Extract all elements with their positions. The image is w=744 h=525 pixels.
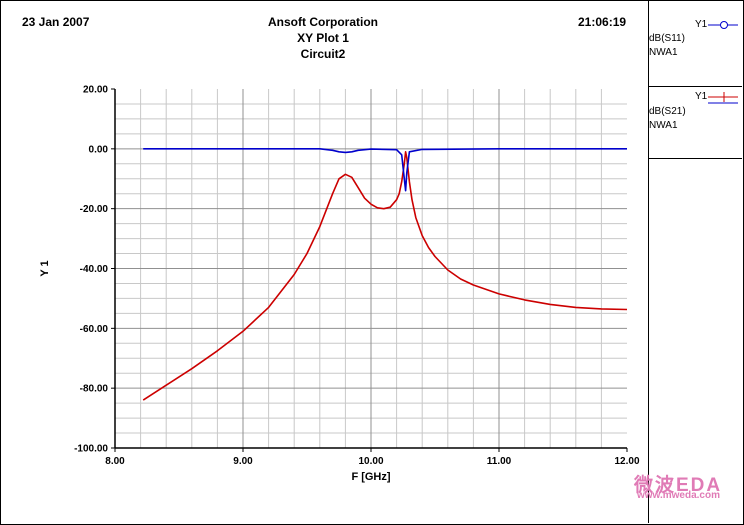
y-tick-label: -100.00 — [74, 444, 108, 455]
plot-title: XY Plot 1 — [297, 31, 349, 45]
y-tick-label: -40.00 — [80, 264, 109, 275]
circuit-name: Circuit2 — [300, 47, 346, 61]
y-tick-label: -20.00 — [80, 204, 109, 215]
company-name: Ansoft Corporation — [268, 15, 378, 29]
legend-axis: Y1 — [695, 91, 708, 102]
y-axis-label: Y 1 — [39, 260, 51, 276]
y-tick-label: -60.00 — [80, 324, 109, 335]
plot-time: 21:06:19 — [578, 15, 627, 29]
x-tick-label: 12.00 — [614, 456, 639, 467]
series-line-db-s21- — [142, 151, 628, 401]
legend-source: NWA1 — [649, 47, 678, 58]
plot-date: 23 Jan 2007 — [22, 15, 90, 29]
watermark-url: www.mweda.com — [637, 490, 720, 501]
y-tick-label: -80.00 — [80, 384, 109, 395]
x-axis-label: F [GHz] — [351, 471, 390, 483]
watermark-text: 微波EDA — [634, 475, 723, 496]
x-tick-label: 10.00 — [358, 456, 383, 467]
legend-trace-name: dB(S21) — [649, 106, 686, 117]
legend-trace-name: dB(S11) — [649, 33, 685, 44]
x-tick-label: 11.00 — [487, 456, 512, 467]
legend-divider — [648, 0, 649, 523]
y-tick-label: 20.00 — [83, 85, 108, 96]
y-tick-label: 0.00 — [89, 144, 109, 155]
legend-separator — [649, 158, 742, 159]
legend-axis: Y1 — [695, 19, 708, 30]
x-tick-label: 9.00 — [233, 456, 253, 467]
watermark-logo: 微波EDA www.mweda.com — [634, 470, 734, 504]
x-tick-label: 8.00 — [105, 456, 125, 467]
series-line-db-s11- — [143, 148, 627, 192]
legend-source: NWA1 — [649, 120, 678, 131]
legend-separator — [649, 86, 742, 87]
